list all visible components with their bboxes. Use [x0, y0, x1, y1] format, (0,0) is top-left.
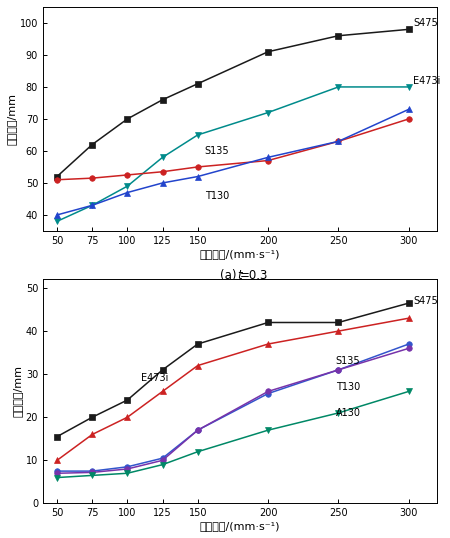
Text: S475: S475: [413, 296, 438, 306]
Text: S135: S135: [336, 356, 360, 366]
Text: A130: A130: [336, 408, 360, 418]
Text: T130: T130: [336, 382, 360, 392]
Text: T130: T130: [205, 191, 229, 201]
Y-axis label: 流动长度/mm: 流动长度/mm: [13, 365, 23, 417]
Text: t: t: [238, 269, 242, 282]
X-axis label: 注射速度/(mm·s⁻¹): 注射速度/(mm·s⁻¹): [200, 521, 280, 531]
Text: =0.3: =0.3: [240, 269, 268, 282]
X-axis label: 注射速度/(mm·s⁻¹): 注射速度/(mm·s⁻¹): [200, 249, 280, 259]
Text: (a): (a): [220, 269, 240, 282]
Y-axis label: 流动长度/mm: 流动长度/mm: [7, 93, 17, 145]
Text: E473i: E473i: [413, 75, 440, 86]
Text: E473i: E473i: [141, 373, 169, 384]
Text: S475: S475: [413, 18, 438, 28]
Text: S135: S135: [205, 146, 230, 156]
